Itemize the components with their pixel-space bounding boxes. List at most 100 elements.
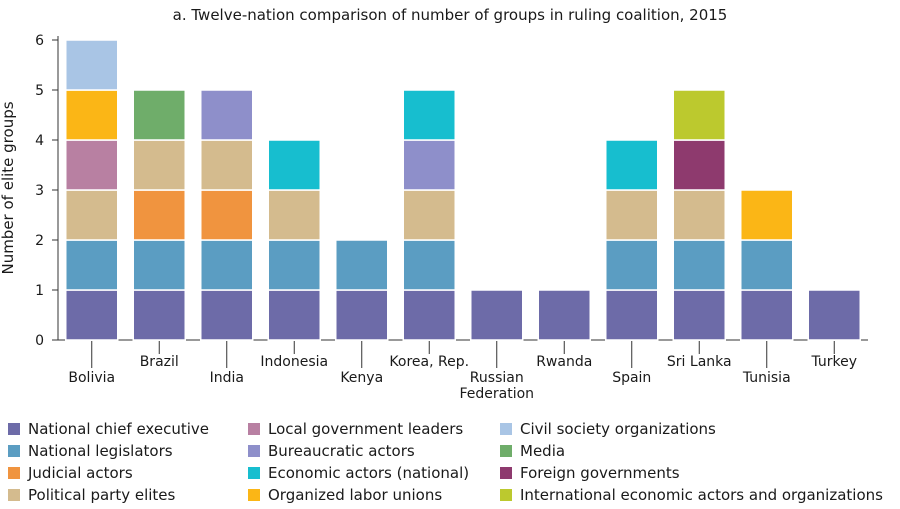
legend-swatch (248, 423, 260, 435)
legend-swatch (8, 445, 20, 457)
legend-label: Organized labor unions (268, 486, 443, 504)
x-tick-label: Tunisia (742, 370, 791, 386)
bar-indonesia-political-party-elites (267, 189, 321, 241)
x-tick-label: Federation (459, 386, 534, 402)
legend-swatch (8, 423, 20, 435)
legend-label: Foreign governments (520, 464, 680, 482)
bar-korea-rep-political-party-elites (402, 189, 456, 241)
bar-tunisia-national-chief-executive (740, 289, 794, 341)
legend-label: Media (520, 442, 566, 460)
y-axis-label: Number of elite groups (0, 101, 17, 274)
legend-label: National chief executive (28, 420, 209, 438)
bar-spain-political-party-elites (605, 189, 659, 241)
legend-swatch (500, 423, 512, 435)
bar-brazil-media (132, 89, 186, 141)
bar-brazil-judicial-actors (132, 189, 186, 241)
bar-korea-rep-national-legislators (402, 239, 456, 291)
bar-turkey-national-chief-executive (807, 289, 861, 341)
legend-swatch (500, 489, 512, 501)
legend-swatch (8, 489, 20, 501)
bar-sri-lanka-international-economic-actors-and-organizations (672, 89, 726, 141)
x-tick-label: Sri Lanka (667, 354, 732, 370)
bar-india-national-legislators (200, 239, 254, 291)
bar-kenya-national-chief-executive (335, 289, 389, 341)
bar-spain-national-legislators (605, 239, 659, 291)
bar-rwanda-national-chief-executive (537, 289, 591, 341)
bar-sri-lanka-national-legislators (672, 239, 726, 291)
y-tick-label: 4 (35, 133, 44, 149)
bar-sri-lanka-political-party-elites (672, 189, 726, 241)
bar-bolivia-civil-society-organizations (65, 39, 119, 91)
bar-tunisia-organized-labor-unions (740, 189, 794, 241)
x-tick-label: India (210, 370, 244, 386)
y-tick-label: 6 (35, 33, 44, 49)
bar-india-political-party-elites (200, 139, 254, 191)
legend-label: International economic actors and organi… (520, 486, 883, 504)
legend-swatch (248, 445, 260, 457)
bar-korea-rep-bureaucratic-actors (402, 139, 456, 191)
y-tick-label: 3 (35, 183, 44, 199)
legend-swatch (248, 489, 260, 501)
legend-label: National legislators (28, 442, 173, 460)
legend-label: Local government leaders (268, 420, 464, 438)
legend-item-local-government-leaders: Local government leaders (248, 418, 463, 440)
bar-bolivia-local-government-leaders (65, 139, 119, 191)
bar-russian-federation-national-chief-executive (470, 289, 524, 341)
legend-label: Judicial actors (28, 464, 133, 482)
bar-spain-national-chief-executive (605, 289, 659, 341)
bar-bolivia-national-chief-executive (65, 289, 119, 341)
legend-label: Bureaucratic actors (268, 442, 415, 460)
bar-korea-rep-national-chief-executive (402, 289, 456, 341)
x-tick-label: Rwanda (536, 354, 592, 370)
x-tick-label: Brazil (140, 354, 179, 370)
x-tick-label: Spain (612, 370, 651, 386)
x-tick-label: Indonesia (260, 354, 328, 370)
bar-india-bureaucratic-actors (200, 89, 254, 141)
legend-item-bureaucratic-actors: Bureaucratic actors (248, 440, 415, 462)
legend-swatch (8, 467, 20, 479)
bar-spain-economic-actors-national (605, 139, 659, 191)
legend-item-economic-actors-national: Economic actors (national) (248, 462, 469, 484)
legend-item-international-economic-actors-and-organizations: International economic actors and organi… (500, 484, 883, 506)
y-tick-label: 1 (35, 283, 44, 299)
y-tick-label: 5 (35, 83, 44, 99)
legend-item-organized-labor-unions: Organized labor unions (248, 484, 442, 506)
legend-label: Civil society organizations (520, 420, 716, 438)
bar-bolivia-organized-labor-unions (65, 89, 119, 141)
bar-bolivia-national-legislators (65, 239, 119, 291)
bar-india-national-chief-executive (200, 289, 254, 341)
legend-label: Political party elites (28, 486, 176, 504)
y-tick-label: 2 (35, 233, 44, 249)
bar-india-judicial-actors (200, 189, 254, 241)
legend-item-national-chief-executive: National chief executive (8, 418, 209, 440)
x-tick-label: Russian (470, 370, 524, 386)
legend-item-foreign-governments: Foreign governments (500, 462, 680, 484)
bar-indonesia-national-legislators (267, 239, 321, 291)
y-tick-label: 0 (35, 333, 44, 349)
bar-indonesia-economic-actors-national (267, 139, 321, 191)
bar-indonesia-national-chief-executive (267, 289, 321, 341)
bar-sri-lanka-national-chief-executive (672, 289, 726, 341)
x-tick-label: Korea, Rep. (389, 354, 469, 370)
legend-item-political-party-elites: Political party elites (8, 484, 175, 506)
chart-title: a. Twelve-nation comparison of number of… (173, 6, 728, 24)
legend-item-media: Media (500, 440, 565, 462)
bar-kenya-national-legislators (335, 239, 389, 291)
bar-bolivia-political-party-elites (65, 189, 119, 241)
bar-korea-rep-economic-actors-national (402, 89, 456, 141)
bar-sri-lanka-foreign-governments (672, 139, 726, 191)
legend-item-national-legislators: National legislators (8, 440, 173, 462)
legend-swatch (500, 445, 512, 457)
legend-label: Economic actors (national) (268, 464, 470, 482)
bar-brazil-political-party-elites (132, 139, 186, 191)
bar-tunisia-national-legislators (740, 239, 794, 291)
legend-swatch (500, 467, 512, 479)
legend-item-judicial-actors: Judicial actors (8, 462, 133, 484)
x-tick-label: Kenya (340, 370, 383, 386)
legend-item-civil-society-organizations: Civil society organizations (500, 418, 716, 440)
legend-swatch (248, 467, 260, 479)
bar-brazil-national-chief-executive (132, 289, 186, 341)
x-tick-label: Turkey (810, 354, 857, 370)
